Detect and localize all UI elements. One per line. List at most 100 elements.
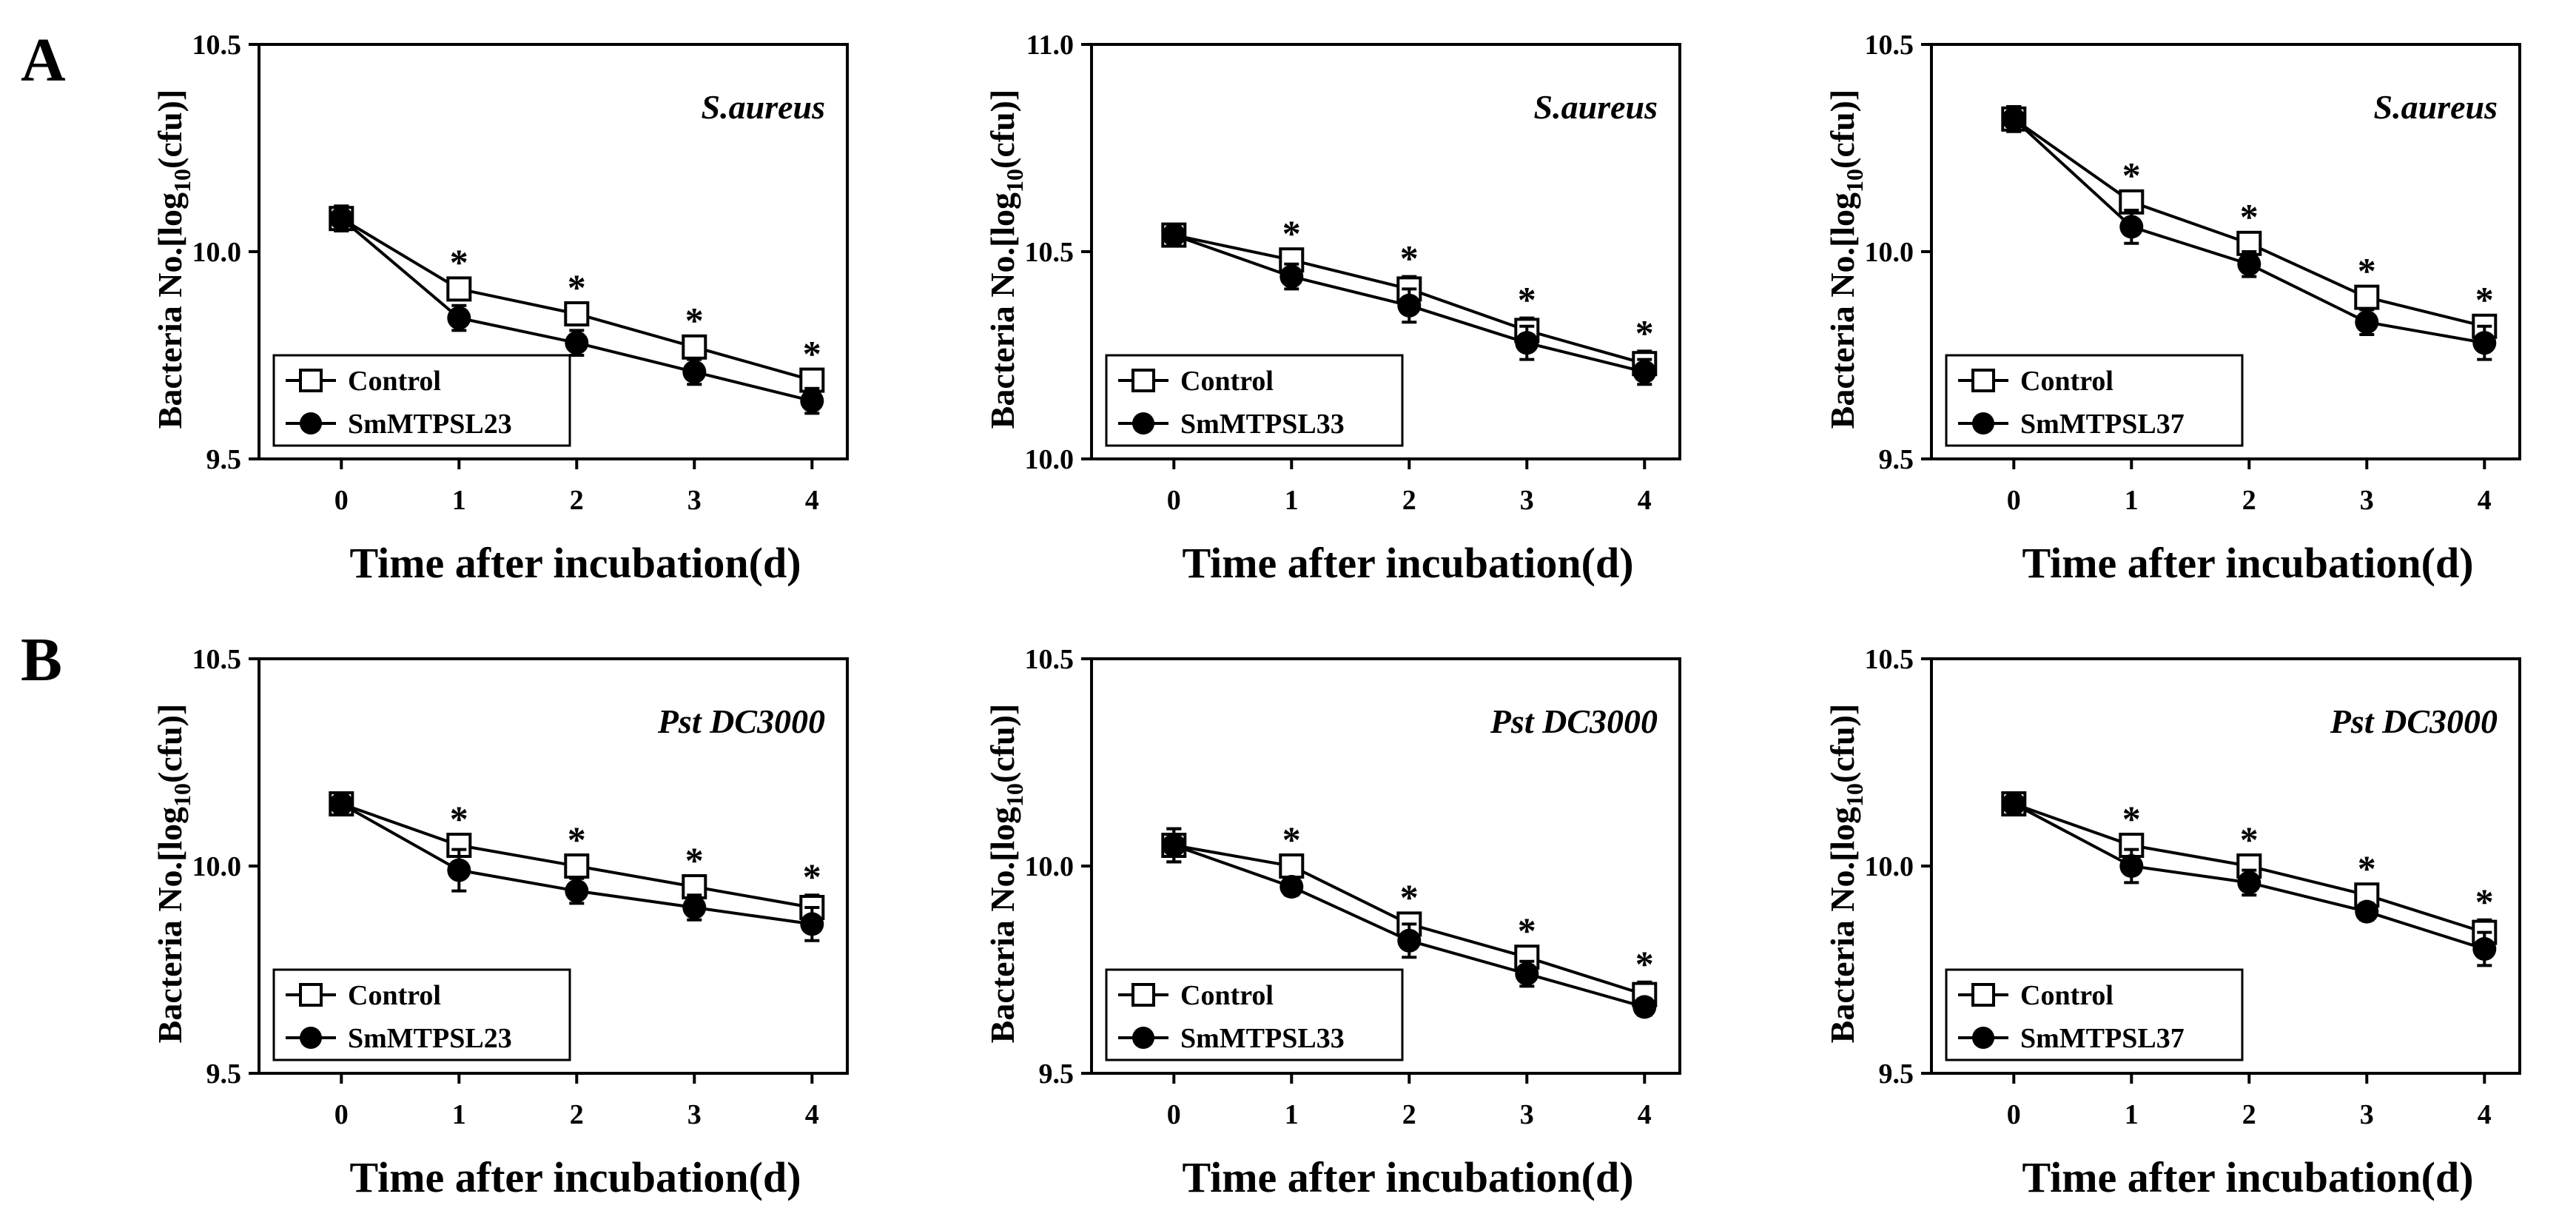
data-point-circle xyxy=(1162,223,1186,247)
x-tick-label: 1 xyxy=(1285,1099,1299,1130)
x-axis-title: Time after incubation(d) xyxy=(1182,539,1633,587)
data-point-circle xyxy=(2237,870,2261,895)
legend-marker-square xyxy=(1131,369,1155,392)
data-point-circle xyxy=(565,879,589,903)
significance-star: * xyxy=(1635,312,1654,353)
legend-marker-square xyxy=(1971,369,1995,392)
x-tick-label: 0 xyxy=(1167,485,1181,516)
y-tick-label: 10.0 xyxy=(1865,237,1914,268)
y-axis-title: Bacteria No.[log10(cfu)] xyxy=(1823,704,1868,1044)
y-axis-title: Bacteria No.[log10(cfu)] xyxy=(983,704,1028,1044)
y-tick-label: 9.5 xyxy=(1879,444,1914,475)
y-tick-label: 10.5 xyxy=(1025,644,1075,675)
x-tick-label: 2 xyxy=(1402,1099,1416,1130)
legend-label: Control xyxy=(2020,366,2113,397)
significance-star: * xyxy=(2122,798,2141,839)
legend-label: SmMTPSL33 xyxy=(1180,1023,1345,1054)
x-tick-label: 1 xyxy=(452,485,466,516)
data-point-circle xyxy=(682,360,707,384)
legend-box xyxy=(1945,354,2244,447)
y-axis-title-tail: (cfu)] xyxy=(1823,90,1861,169)
x-tick-label: 4 xyxy=(805,1099,819,1130)
y-tick-label: 9.5 xyxy=(206,1058,242,1090)
significance-star: * xyxy=(1635,943,1654,984)
legend-label: Control xyxy=(1180,366,1274,397)
data-point-circle xyxy=(682,896,707,919)
y-axis-title-main: Bacteria No.[log xyxy=(983,807,1021,1043)
x-tick-label: 2 xyxy=(570,1099,584,1130)
data-point-circle xyxy=(1632,360,1657,384)
x-tick-label: 3 xyxy=(2360,1099,2374,1130)
y-axis-title: Bacteria No.[log10(cfu)] xyxy=(983,90,1028,429)
legend-box xyxy=(272,354,571,447)
x-axis-title: Time after incubation(d) xyxy=(2022,1153,2473,1201)
x-tick-label: 1 xyxy=(452,1099,466,1130)
significance-star: * xyxy=(803,332,821,374)
legend-marker-circle xyxy=(300,412,322,435)
y-tick-label: 10.0 xyxy=(192,237,242,268)
legend-box xyxy=(1105,968,1404,1061)
significance-star: * xyxy=(1400,238,1419,279)
significance-star: * xyxy=(450,798,468,839)
y-axis-title-subscript: 10 xyxy=(169,169,195,192)
y-axis-title-main: Bacteria No.[log xyxy=(151,807,189,1043)
x-axis-title: Time after incubation(d) xyxy=(2022,539,2473,587)
data-point-circle xyxy=(1397,293,1422,318)
significance-star: * xyxy=(2358,848,2376,889)
data-point-circle xyxy=(2002,792,2026,816)
y-axis-title-subscript: 10 xyxy=(1001,169,1028,192)
legend-marker-circle xyxy=(1972,1027,1994,1049)
y-tick-label: 10.5 xyxy=(1865,644,1914,675)
x-tick-label: 3 xyxy=(687,1099,702,1130)
legend-label: SmMTPSL37 xyxy=(2020,409,2185,440)
y-tick-label: 11.0 xyxy=(1026,30,1074,61)
legend-marker-square xyxy=(299,369,323,392)
data-point-circle xyxy=(800,912,824,936)
x-tick-label: 0 xyxy=(334,485,349,516)
significance-star: * xyxy=(568,266,586,308)
significance-star: * xyxy=(685,839,704,881)
y-axis-title-main: Bacteria No.[log xyxy=(983,192,1021,429)
x-tick-label: 0 xyxy=(334,1099,349,1130)
data-point-circle xyxy=(447,858,471,882)
organism-label: S.aureus xyxy=(2374,88,2498,126)
significance-star: * xyxy=(685,300,704,341)
data-point-circle xyxy=(447,306,471,330)
data-point-circle xyxy=(2237,252,2261,276)
y-tick-label: 9.5 xyxy=(1879,1058,1914,1090)
x-tick-label: 3 xyxy=(687,485,702,516)
organism-label: S.aureus xyxy=(1534,88,1658,126)
y-axis-title-subscript: 10 xyxy=(169,783,195,807)
legend-marker-circle xyxy=(300,1027,322,1049)
data-point-circle xyxy=(2119,854,2144,878)
legend-box xyxy=(1105,354,1404,447)
x-tick-label: 0 xyxy=(2007,1099,2021,1130)
y-tick-label: 10.5 xyxy=(1865,30,1914,61)
significance-star: * xyxy=(1400,876,1419,918)
x-tick-label: 2 xyxy=(2242,1099,2256,1130)
x-tick-label: 3 xyxy=(2360,485,2374,516)
significance-star: * xyxy=(1518,279,1536,321)
significance-star: * xyxy=(1282,212,1301,254)
legend-label: Control xyxy=(348,980,441,1011)
data-point-square xyxy=(2354,284,2380,310)
y-axis-title-main: Bacteria No.[log xyxy=(151,192,189,429)
significance-star: * xyxy=(803,856,821,897)
y-axis-title: Bacteria No.[log10(cfu)] xyxy=(1823,90,1868,429)
data-point-circle xyxy=(1632,995,1657,1019)
organism-label: Pst DC3000 xyxy=(2330,702,2498,740)
y-tick-label: 10.5 xyxy=(1025,237,1075,268)
data-point-circle xyxy=(329,207,354,231)
row-label-a: A xyxy=(21,26,66,95)
x-tick-label: 3 xyxy=(1520,1099,1534,1130)
legend-label: SmMTPSL33 xyxy=(1180,409,1345,440)
y-tick-label: 10.0 xyxy=(1865,851,1914,882)
data-point-circle xyxy=(2472,937,2497,961)
x-tick-label: 0 xyxy=(2007,485,2021,516)
x-tick-label: 4 xyxy=(2478,485,2492,516)
y-tick-label: 10.0 xyxy=(1025,851,1075,882)
